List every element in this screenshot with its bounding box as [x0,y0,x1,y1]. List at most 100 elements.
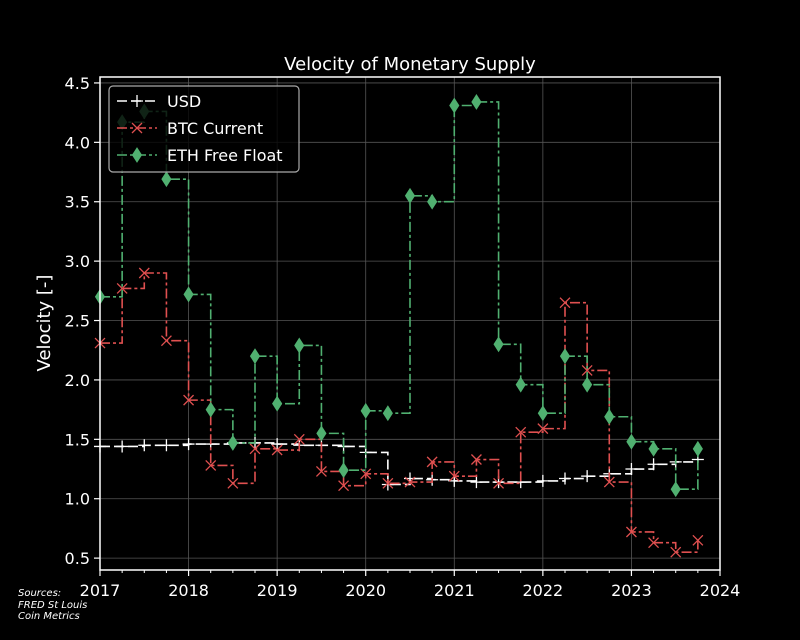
data-point [625,463,638,476]
legend-marker [131,122,143,134]
data-point [404,187,416,204]
x-tick-label: 2018 [168,581,209,600]
x-axis-ticks: 2017 2018 2019 2020 2021 2022 2023 2024 [80,570,741,600]
x-tick-label: 2021 [434,581,475,600]
data-point [138,267,150,279]
x-tick-label: 2017 [80,581,121,600]
series-line [100,101,699,491]
data-point [271,438,284,451]
data-point [448,470,460,482]
data-point [182,438,195,451]
y-tick-label: 1.0 [65,490,90,509]
y-tick-label: 2.0 [65,371,90,390]
data-point [604,408,615,425]
y-tick-label: 3.0 [65,252,90,271]
y-tick-label: 0.5 [65,549,90,568]
data-point [647,458,660,471]
data-point [470,454,482,465]
data-point [315,465,327,477]
data-point [626,433,637,450]
legend-label: ETH Free Float [167,146,283,165]
y-axis-ticks: 0.5 1.0 1.5 2.0 2.5 3.0 3.5 4.0 4.5 [65,74,100,568]
data-point [692,440,703,457]
data-point [205,460,217,471]
data-point [271,444,283,456]
data-point [404,476,416,488]
data-point [360,402,371,419]
legend-marker [131,95,143,107]
data-point [338,480,350,492]
data-point [648,440,659,457]
data-point [537,423,549,435]
y-tick-label: 1.5 [65,430,90,449]
data-point [559,472,571,485]
data-point [382,405,393,422]
data-point [227,477,239,489]
legend-box [108,85,300,173]
legend-marker [131,147,143,163]
data-point [205,401,216,418]
data-point [470,476,483,489]
data-point [692,534,704,546]
data-point [138,439,151,452]
data-point [249,348,261,365]
x-tick-label: 2020 [345,581,386,600]
x-tick-label: 2022 [522,581,563,600]
data-point [160,439,173,452]
data-point [559,348,571,365]
data-point [493,477,505,489]
data-point [515,376,526,393]
data-point [227,434,238,451]
data-point [582,376,593,393]
data-point [648,537,660,549]
data-point [581,470,594,483]
data-point [625,526,637,538]
data-point [161,171,172,188]
x-tick-label: 2019 [257,581,298,600]
legend-label: USD [167,92,201,111]
source-coin-metrics: Coin Metrics [18,611,80,622]
data-point [183,286,194,303]
y-tick-label: 4.5 [65,74,90,93]
data-point [515,426,527,438]
data-point [493,336,504,353]
legend-item: USD [117,92,201,111]
y-axis-label: Velocity [-] [34,275,55,372]
legend-item: BTC Current [117,119,263,138]
data-point [426,456,438,468]
data-point [272,395,283,412]
y-tick-label: 2.5 [65,312,90,331]
y-tick-label: 4.0 [65,133,90,152]
data-point [670,546,682,558]
x-tick-label: 2023 [611,581,652,600]
data-point [116,282,128,294]
data-point [382,477,394,489]
data-point [670,481,681,498]
data-point [471,94,482,110]
data-point [160,335,172,347]
x-tick-label: 2024 [700,581,741,600]
legend-label: BTC Current [167,119,263,138]
legend: USD BTC Current ETH Free Float [108,85,300,173]
legend-item: ETH Free Float [117,146,283,165]
data-point [116,440,129,453]
data-point [581,364,593,376]
data-point [183,394,195,406]
data-point [249,443,261,455]
data-point [603,476,615,488]
data-point [449,97,460,114]
data-point [536,474,549,487]
data-point [537,405,548,422]
data-point [293,433,305,445]
source-fred: FRED St Louis [18,599,88,611]
data-point [316,425,327,442]
chart-title: Velocity of Monetary Supply [284,54,536,75]
y-tick-label: 3.5 [65,193,90,212]
sources-note: Sources: FRED St Louis Coin Metrics [18,588,87,623]
sources-heading: Sources: [18,588,62,599]
data-point [427,193,438,210]
data-point [338,462,349,479]
data-point [559,297,571,309]
data-point [294,337,305,354]
